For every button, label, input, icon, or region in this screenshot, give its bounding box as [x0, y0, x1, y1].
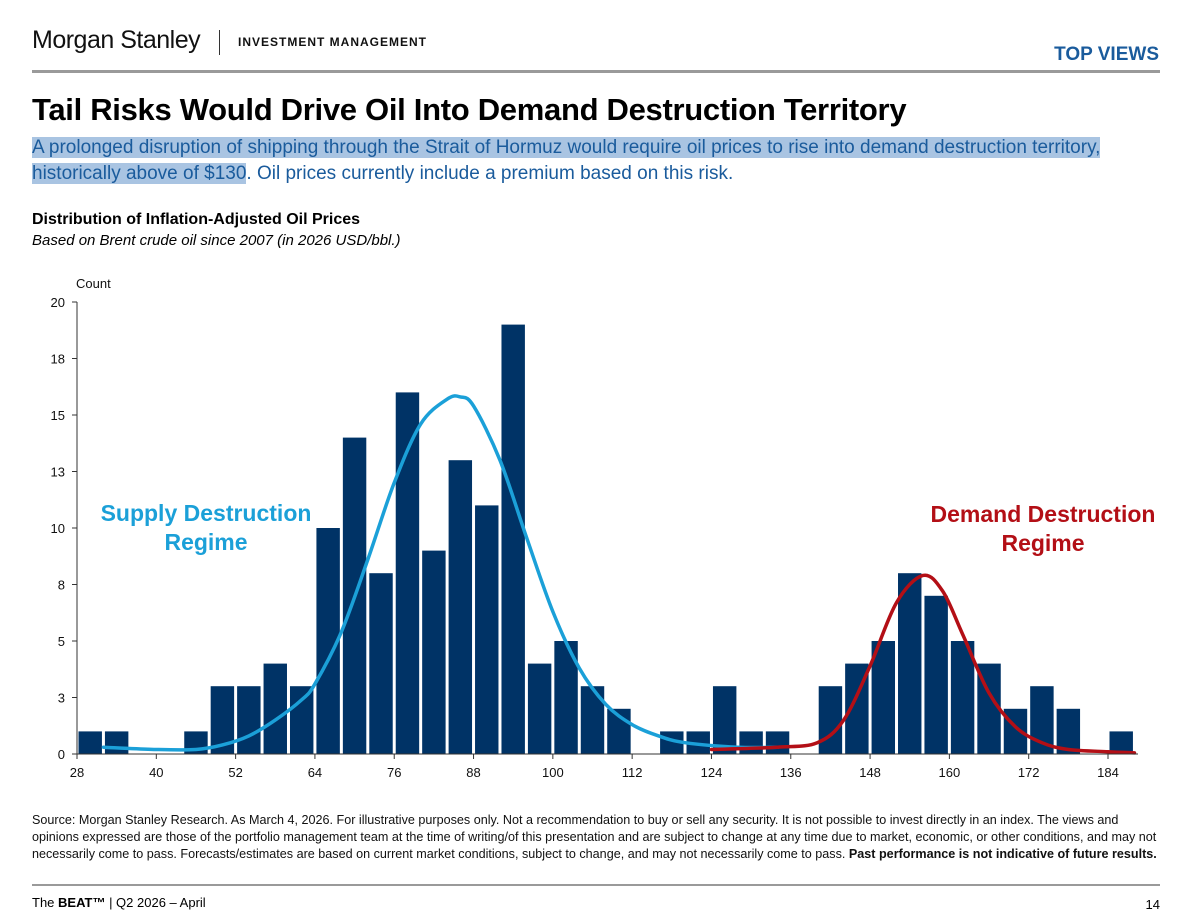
histogram-bar: [237, 686, 261, 754]
histogram-bar: [1109, 731, 1133, 754]
header-rule: [32, 70, 1160, 73]
histogram-bar: [289, 686, 314, 754]
y-tick-label: 15: [51, 408, 65, 423]
chart-subtitle: Based on Brent crude oil since 2007 (in …: [32, 232, 401, 249]
demand-destruction-curve: [709, 573, 1137, 755]
section-label: TOP VIEWS: [1054, 44, 1159, 65]
supply-regime-label-line1: Supply Destruction: [101, 500, 312, 526]
histogram-bar: [395, 392, 420, 754]
histogram-bar: [765, 731, 790, 754]
x-tick-label: 160: [939, 765, 961, 780]
histogram-bar: [104, 731, 129, 754]
supply-destruction-curve: [101, 394, 780, 752]
y-tick-label: 0: [58, 747, 65, 762]
division-label: INVESTMENT MANAGEMENT: [238, 35, 427, 49]
y-tick-label: 5: [58, 634, 65, 649]
demand-regime-label-line2: Regime: [1001, 530, 1084, 556]
x-tick-label: 88: [466, 765, 480, 780]
histogram-bar: [977, 663, 1001, 754]
histogram-bar: [422, 550, 446, 754]
footer-rule: [32, 884, 1160, 886]
footnote-text: Source: Morgan Stanley Research. As Marc…: [32, 813, 1157, 861]
page-subtitle: A prolonged disruption of shipping throu…: [32, 135, 1152, 187]
x-tick-label: 64: [308, 765, 322, 780]
supply-regime-label-line2: Regime: [164, 529, 247, 555]
y-tick-label: 10: [51, 521, 65, 536]
histogram-bar: [263, 663, 287, 754]
histogram-bar: [369, 573, 393, 754]
footer-brand: BEAT™: [58, 895, 106, 910]
histogram-bar: [924, 595, 948, 754]
logo-divider: [219, 30, 220, 55]
demand-regime-label-line1: Demand Destruction: [931, 501, 1156, 527]
footer-suffix: | Q2 2026 – April: [105, 895, 206, 910]
histogram-bar: [871, 641, 896, 754]
histogram-bar: [501, 324, 525, 754]
histogram-bar: [712, 686, 737, 754]
subtitle-rest: . Oil prices currently include a premium…: [246, 163, 734, 184]
histogram-bar: [316, 528, 340, 754]
x-tick-label: 28: [70, 765, 84, 780]
histogram-bar: [1056, 708, 1081, 754]
footnote-disclaimer: Past performance is not indicative of fu…: [848, 847, 1157, 861]
footer-prefix: The: [32, 895, 59, 910]
histogram-bar: [818, 686, 843, 754]
morgan-stanley-logo: Morgan Stanley: [32, 26, 201, 54]
histogram-bar: [1030, 686, 1054, 754]
histogram-bar: [78, 731, 102, 754]
histogram-bar: [950, 641, 975, 754]
histogram-bar: [739, 731, 763, 754]
histogram-bar: [448, 460, 473, 754]
histogram-bar: [475, 505, 499, 754]
y-tick-label: 18: [51, 352, 65, 367]
x-tick-label: 172: [1018, 765, 1040, 780]
page-title: Tail Risks Would Drive Oil Into Demand D…: [32, 92, 907, 127]
footer-label: The BEAT™ | Q2 2026 – April: [32, 895, 206, 910]
x-tick-label: 148: [859, 765, 881, 780]
y-tick-label: 20: [51, 295, 65, 310]
histogram-bar: [527, 663, 552, 754]
x-tick-label: 76: [387, 765, 401, 780]
y-tick-label: 3: [58, 691, 65, 706]
x-tick-label: 184: [1097, 765, 1119, 780]
x-tick-label: 40: [149, 765, 163, 780]
y-tick-label: 13: [51, 465, 65, 480]
histogram-bar: [210, 686, 235, 754]
chart-title: Distribution of Inflation-Adjusted Oil P…: [32, 211, 361, 228]
histogram-bar: [580, 686, 605, 754]
source-footnote: Source: Morgan Stanley Research. As Marc…: [32, 812, 1162, 863]
x-tick-label: 52: [228, 765, 242, 780]
x-tick-label: 124: [701, 765, 723, 780]
histogram-bar: [554, 641, 578, 754]
y-tick-label: 8: [58, 578, 65, 593]
x-tick-label: 100: [542, 765, 564, 780]
y-axis-label: Count: [76, 276, 111, 291]
x-tick-label: 112: [622, 765, 643, 780]
page-number: 14: [1145, 897, 1160, 912]
histogram-bar: [898, 573, 922, 754]
x-tick-label: 136: [780, 765, 802, 780]
